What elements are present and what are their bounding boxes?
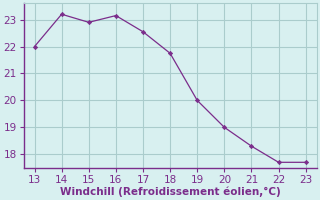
X-axis label: Windchill (Refroidissement éolien,°C): Windchill (Refroidissement éolien,°C) <box>60 186 280 197</box>
